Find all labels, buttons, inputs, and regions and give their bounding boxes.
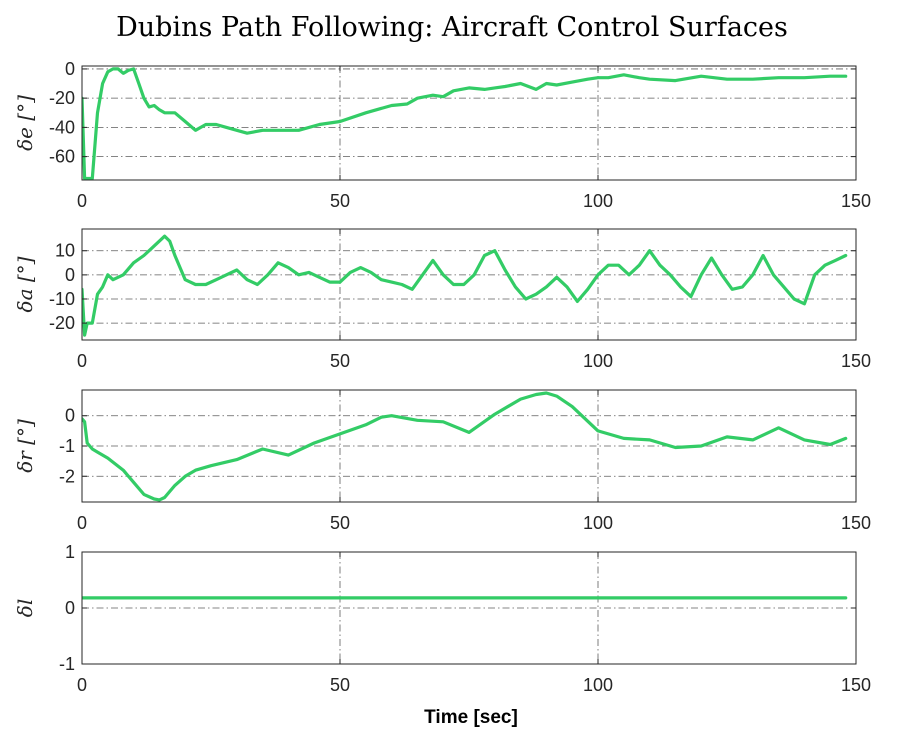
plot-area xyxy=(82,66,856,180)
x-tick-label: 150 xyxy=(841,351,871,371)
y-tick-label: -10 xyxy=(49,289,75,309)
y-tick-label: 1 xyxy=(65,542,75,562)
y-tick-label: -2 xyxy=(59,466,75,486)
x-tick-label: 100 xyxy=(583,191,613,211)
y-tick-label: -1 xyxy=(59,436,75,456)
series-line-1 xyxy=(82,391,848,502)
figure-title: Dubins Path Following: Aircraft Control … xyxy=(116,12,788,43)
y-axis-label: δe [°] xyxy=(13,95,37,151)
x-tick-label: 50 xyxy=(330,513,350,533)
y-tick-label: -20 xyxy=(49,313,75,333)
axes-box xyxy=(81,228,857,341)
y-tick-label: -60 xyxy=(49,147,75,167)
y-tick-label: 0 xyxy=(65,265,75,285)
subplot-3: 0 50 100 150 -2 -1 0 δr [°] xyxy=(13,389,871,533)
subplot-2: 0 50 100 150 -20 -10 0 10 δa [°] xyxy=(13,228,871,371)
x-tick-label: 150 xyxy=(841,191,871,211)
y-tick-label: -40 xyxy=(49,117,75,137)
y-tick-label: 0 xyxy=(65,59,75,79)
x-tick-label: 150 xyxy=(841,675,871,695)
x-tick-label: 50 xyxy=(330,675,350,695)
x-tick-label: 0 xyxy=(77,351,87,371)
x-tick-label: 100 xyxy=(583,513,613,533)
subplot-1: 0 50 100 150 -60 -40 -20 0 δe [°] xyxy=(13,59,871,211)
axes-box xyxy=(81,65,857,181)
x-tick-label: 50 xyxy=(330,191,350,211)
y-axis-label: δa [°] xyxy=(13,256,37,312)
x-tick-label: 0 xyxy=(77,513,87,533)
y-tick-label: -20 xyxy=(49,88,75,108)
y-tick-label: -1 xyxy=(59,654,75,674)
x-tick-label: 100 xyxy=(583,351,613,371)
y-axis-label: δr [°] xyxy=(13,419,37,473)
x-tick-label: 150 xyxy=(841,513,871,533)
x-tick-label: 0 xyxy=(77,191,87,211)
x-tick-label: 50 xyxy=(330,351,350,371)
x-tick-label: 0 xyxy=(77,675,87,695)
y-tick-label: 0 xyxy=(65,598,75,618)
y-tick-label: 0 xyxy=(65,406,75,426)
y-tick-label: 10 xyxy=(55,241,75,261)
x-axis-label: Time [sec] xyxy=(424,707,518,728)
x-tick-label: 100 xyxy=(583,675,613,695)
y-axis-label: δl xyxy=(13,599,37,617)
series-line-1 xyxy=(82,67,848,180)
series-line-1 xyxy=(82,234,848,337)
